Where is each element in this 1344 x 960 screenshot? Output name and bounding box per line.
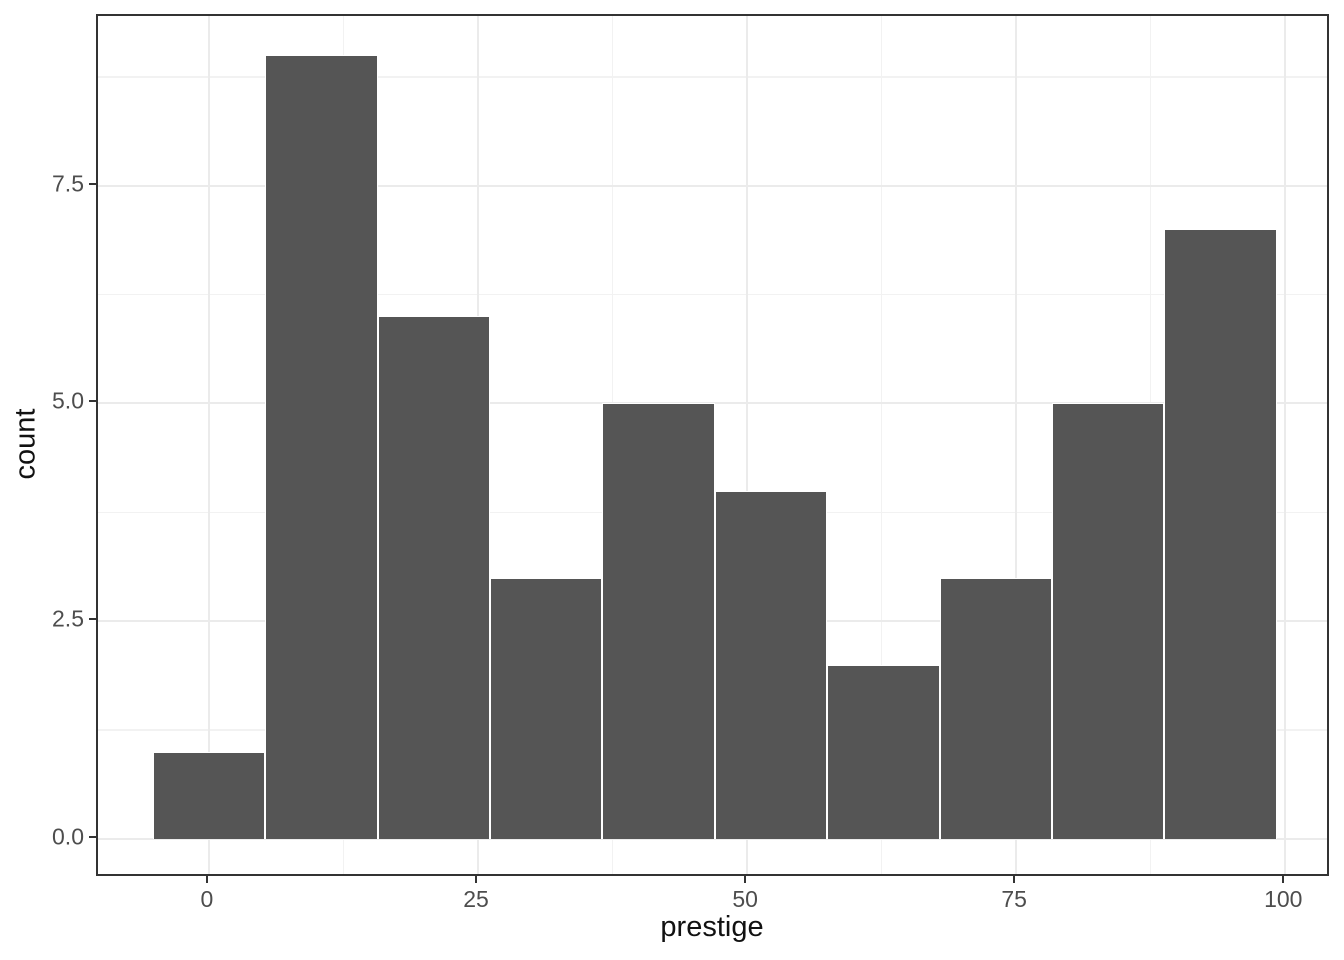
y-tick-label: 2.5	[52, 605, 84, 632]
x-minor-gridline	[880, 16, 883, 874]
x-major-gridline	[1015, 16, 1018, 874]
y-tick-label: 5.0	[52, 387, 84, 414]
y-tick-label: 0.0	[52, 823, 84, 850]
x-tick-mark	[475, 876, 478, 883]
x-tick-mark	[1282, 876, 1285, 883]
y-tick-label: 7.5	[52, 170, 84, 197]
y-tick-mark	[89, 182, 96, 185]
x-major-gridline	[1284, 16, 1287, 874]
x-major-gridline	[207, 16, 210, 874]
x-tick-label: 50	[732, 886, 758, 912]
histogram-bar	[489, 577, 603, 839]
histogram-bar	[265, 55, 378, 839]
histogram-bar	[827, 664, 940, 839]
x-tick-label: 75	[1001, 886, 1027, 912]
x-tick-mark	[744, 876, 747, 883]
x-major-gridline	[746, 16, 749, 874]
y-tick-mark	[89, 835, 96, 838]
histogram-bar	[1164, 229, 1277, 839]
y-major-gridline	[98, 184, 1327, 187]
x-tick-mark	[1013, 876, 1016, 883]
histogram-bar	[377, 316, 490, 839]
histogram-bar	[714, 490, 828, 839]
x-tick-label: 0	[200, 886, 214, 912]
histogram-bar	[602, 403, 715, 839]
y-minor-gridline	[98, 293, 1327, 296]
histogram-bar	[1052, 403, 1165, 839]
y-minor-gridline	[98, 76, 1327, 78]
x-tick-label: 25	[463, 886, 489, 912]
y-major-gridline	[98, 837, 1327, 840]
y-tick-mark	[89, 400, 96, 403]
y-axis-title: count	[9, 408, 42, 480]
x-tick-mark	[205, 876, 208, 883]
x-axis-title: prestige	[660, 911, 764, 943]
histogram-bar	[152, 751, 266, 839]
histogram-bar	[939, 577, 1053, 839]
plot-panel	[96, 14, 1329, 876]
y-tick-mark	[89, 618, 96, 621]
x-tick-label: 100	[1264, 886, 1303, 912]
